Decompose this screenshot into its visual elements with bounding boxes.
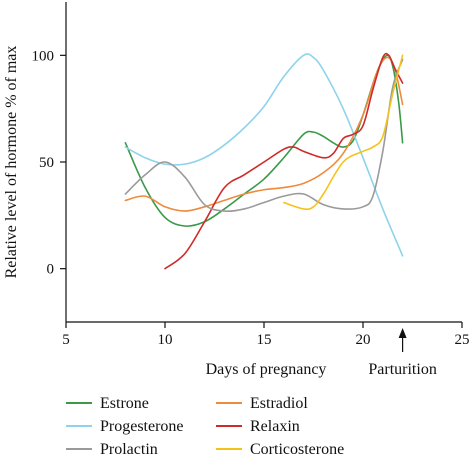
x-tick-label: 20 bbox=[356, 332, 371, 348]
legend-label-progesterone: Progesterone bbox=[100, 418, 184, 435]
parturition-arrow-head bbox=[398, 328, 407, 338]
parturition-annotation: Parturition bbox=[368, 328, 437, 378]
x-tick-label: 5 bbox=[62, 332, 70, 348]
legend-label-prolactin: Prolactin bbox=[100, 441, 158, 458]
y-tick-label: 0 bbox=[47, 262, 55, 278]
x-tick-label: 10 bbox=[158, 332, 173, 348]
series-lines bbox=[124, 52, 404, 270]
x-ticks: 5 10 15 20 25 bbox=[62, 322, 470, 348]
series-line-relaxin bbox=[164, 52, 404, 270]
series-line-corticosterone bbox=[283, 54, 404, 211]
y-tick-label: 100 bbox=[32, 48, 55, 64]
x-tick-label: 15 bbox=[257, 332, 272, 348]
y-ticks: 0 50 100 bbox=[32, 48, 66, 278]
legend: Estrone Estradiol Progesterone Relaxin Prola… bbox=[66, 395, 344, 458]
legend-label-estradiol: Estradiol bbox=[250, 395, 308, 412]
series-line-estrone bbox=[124, 54, 404, 227]
series-line-estradiol bbox=[124, 56, 404, 212]
legend-label-relaxin: Relaxin bbox=[250, 418, 300, 435]
y-tick-label: 50 bbox=[39, 155, 54, 171]
y-axis-label: Relative level of hormone % of max bbox=[3, 46, 20, 279]
x-tick-label: 25 bbox=[455, 332, 470, 348]
series-line-progesterone bbox=[124, 53, 404, 257]
legend-label-corticosterone: Corticosterone bbox=[250, 441, 344, 458]
legend-label-estrone: Estrone bbox=[100, 395, 149, 412]
series-line-prolactin bbox=[124, 58, 404, 213]
parturition-label: Parturition bbox=[368, 361, 436, 378]
x-axis-label: Days of pregnancy bbox=[206, 361, 327, 378]
